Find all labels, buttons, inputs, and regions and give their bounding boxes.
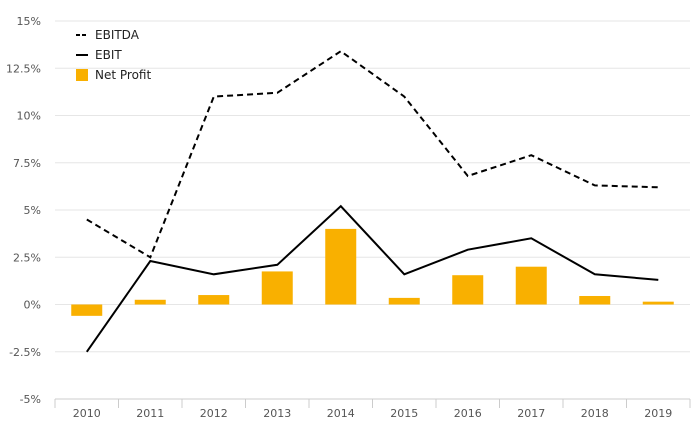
- x-tick-label: 2016: [454, 407, 482, 420]
- axis-layer: -5% -2.5% 0% 2.5% 5% 7.5% 10% 12.5% 15% 2010 2011 2…: [6, 15, 691, 420]
- y-tick-label: 15%: [17, 15, 41, 28]
- legend-label: Net Profit: [95, 68, 151, 82]
- x-tick-label: 2012: [200, 407, 228, 420]
- line-ebit: [85, 204, 659, 353]
- y-tick-label: 7.5%: [13, 157, 41, 170]
- legend-item: EBITDA: [76, 28, 140, 42]
- lines-layer: [85, 49, 659, 353]
- x-tick-label: 2014: [327, 407, 355, 420]
- bar-net-profit: [579, 295, 611, 305]
- x-tick-label: 2017: [517, 407, 545, 420]
- legend-item: Net Profit: [76, 68, 151, 82]
- bar-net-profit: [325, 228, 357, 305]
- y-tick-label: 12.5%: [6, 62, 41, 75]
- y-tick-label: 10%: [17, 110, 41, 123]
- bar-net-profit: [515, 266, 547, 305]
- x-tick-label: 2015: [390, 407, 418, 420]
- legend-item: EBIT: [76, 48, 122, 62]
- y-tick-label: -2.5%: [9, 346, 41, 359]
- x-tick-label: 2013: [263, 407, 291, 420]
- bars-layer: [71, 228, 674, 316]
- x-tick-label: 2011: [136, 407, 164, 420]
- y-tick-label: -5%: [20, 393, 41, 406]
- bar-net-profit: [261, 271, 293, 305]
- x-tick-label: 2018: [581, 407, 609, 420]
- bar-net-profit: [642, 301, 674, 305]
- x-tick-label: 2010: [73, 407, 101, 420]
- bar-net-profit: [452, 275, 484, 305]
- legend: EBITDA EBIT Net Profit: [76, 28, 151, 82]
- bar-net-profit: [388, 297, 420, 305]
- y-tick-label: 2.5%: [13, 251, 41, 264]
- y-tick-label: 5%: [24, 204, 41, 217]
- x-tick-label: 2019: [644, 407, 672, 420]
- bar-net-profit: [71, 304, 103, 316]
- line-ebitda: [86, 49, 659, 259]
- bar-net-profit: [134, 299, 166, 305]
- legend-label: EBITDA: [95, 28, 140, 42]
- bar-net-profit: [198, 295, 230, 305]
- legend-swatch: [76, 69, 88, 81]
- y-tick-label: 0%: [24, 299, 41, 312]
- legend-label: EBIT: [95, 48, 122, 62]
